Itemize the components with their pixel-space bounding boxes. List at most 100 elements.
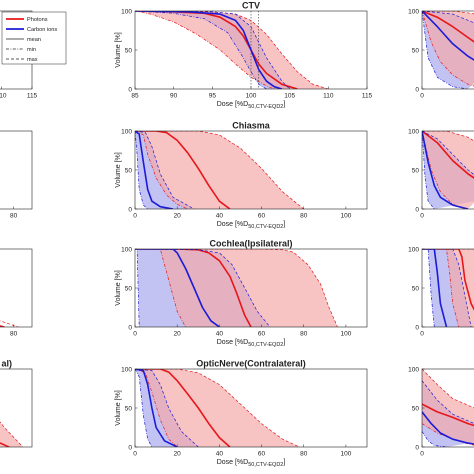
x-tick-label: 80 (300, 451, 308, 458)
y-tick-label: 100 (121, 246, 132, 253)
photons-max-line (0, 421, 24, 447)
x-tick-label: 85 (131, 93, 139, 100)
y-tick-label: 50 (125, 167, 133, 174)
carbon-min-line (135, 11, 267, 89)
legend-label-mean: mean (27, 37, 41, 43)
panel-title: Cochlea(Ipsilateral) (209, 239, 292, 249)
x-axis-label: Dose [%D50,CTV-EQD2] (217, 459, 286, 468)
carbon-min-line (422, 249, 435, 327)
plot-content (0, 421, 24, 447)
x-tick-label: 0 (133, 331, 137, 338)
y-tick-label: 50 (412, 47, 420, 54)
panel-title: Chiasma (232, 121, 271, 131)
x-tick-label: 100 (246, 93, 257, 100)
y-axis-label: Volume [%] (115, 390, 122, 425)
photons-mean-line (422, 131, 474, 179)
x-tick-label: 110 (323, 93, 334, 100)
y-tick-label: 50 (412, 285, 420, 292)
y-tick-label: 100 (408, 128, 419, 135)
x-tick-label: 0 (420, 451, 424, 458)
photons-band (422, 11, 474, 87)
x-tick-label: 100 (340, 213, 351, 220)
panel-p3: 020050100 (408, 8, 474, 100)
y-tick-label: 0 (128, 86, 132, 93)
carbon-max-line (135, 131, 195, 209)
panel-p10: al) (0, 359, 33, 448)
panel-p9: 020050100 (408, 246, 474, 338)
photons-max-line (422, 11, 474, 15)
photons-band (422, 369, 474, 446)
x-tick-label: 0 (420, 93, 424, 100)
y-axis-label: Volume [%] (115, 270, 122, 305)
photons-min-line (422, 249, 460, 327)
x-tick-label: 40 (216, 331, 224, 338)
y-tick-label: 50 (125, 285, 133, 292)
photons-min-line (135, 249, 186, 327)
panel-title: OpticNerve(Contralateral) (196, 359, 306, 369)
axes-box (0, 130, 33, 210)
x-tick-label: 40 (216, 213, 224, 220)
y-tick-label: 100 (408, 366, 419, 373)
y-tick-label: 50 (125, 405, 133, 412)
carbon-max-line (422, 131, 474, 176)
photons-mean-line (422, 249, 474, 311)
x-tick-label: 20 (174, 213, 182, 220)
y-tick-label: 100 (121, 128, 132, 135)
panel-title: al) (1, 359, 12, 369)
plot-content (422, 131, 474, 209)
y-tick-label: 0 (415, 206, 419, 213)
photons-band (0, 421, 23, 447)
carbon-mean-line (135, 369, 178, 447)
x-axis-label: Dose [%D50,CTV-EQD2] (217, 221, 286, 230)
carbon-mean-line (135, 249, 220, 327)
carbon-mean-line (135, 11, 283, 89)
x-tick-label: 115 (27, 93, 38, 100)
legend-label-max: max (27, 57, 38, 63)
x-tick-label: 40 (216, 451, 224, 458)
x-tick-label: 0 (133, 451, 137, 458)
photons-max-line (135, 369, 300, 447)
x-tick-label: 80 (300, 331, 308, 338)
x-tick-label: 20 (174, 331, 182, 338)
y-axis-label: Volume [%] (115, 152, 122, 187)
plot-content (0, 320, 19, 327)
x-tick-label: 20 (174, 451, 182, 458)
photons-band (422, 249, 474, 327)
carbon-min-line (422, 11, 469, 89)
panel-p6: 020050100 (408, 128, 474, 220)
x-tick-label: 90 (170, 93, 178, 100)
carbon-max-line (422, 11, 474, 24)
y-axis-label: Volume [%] (115, 32, 122, 67)
plot-content (135, 131, 304, 209)
x-axis-label: Dose [%D50,CTV-EQD2] (217, 101, 286, 110)
x-tick-label: 80 (300, 213, 308, 220)
y-tick-label: 50 (412, 167, 420, 174)
photons-band (135, 11, 329, 89)
photons-min-line (135, 11, 275, 89)
y-tick-label: 100 (121, 366, 132, 373)
x-tick-label: 60 (258, 451, 266, 458)
panel-title: CTV (242, 1, 260, 11)
carbon-mean-line (135, 131, 174, 209)
panel-p5: 0 20 40 60 80 100 0 50 100 Chiasma Dose [%D50,CTV-… (115, 121, 368, 230)
x-tick-label: 80 (10, 213, 18, 220)
plot-area (0, 249, 32, 327)
photons-max-line (135, 11, 329, 89)
y-tick-label: 0 (415, 444, 419, 451)
photons-mean-line (422, 403, 474, 427)
photons-band (135, 369, 300, 447)
legend-box (1, 11, 67, 65)
carbon-min-line (135, 131, 148, 209)
photons-max-line (135, 131, 304, 209)
photons-max-line (422, 369, 474, 409)
y-tick-label: 100 (408, 246, 419, 253)
x-tick-label: 115 (362, 93, 373, 100)
panel-p4: 80 (0, 130, 33, 220)
y-tick-label: 0 (128, 324, 132, 331)
x-tick-label: 105 (284, 93, 295, 100)
x-tick-label: 0 (133, 213, 137, 220)
photons-max-line (0, 320, 19, 327)
panel-p8: 0 20 40 60 80 100 0 50 100 Cochlea(Ipsilateral) Do… (115, 239, 368, 348)
x-tick-label: 110 (0, 93, 7, 100)
